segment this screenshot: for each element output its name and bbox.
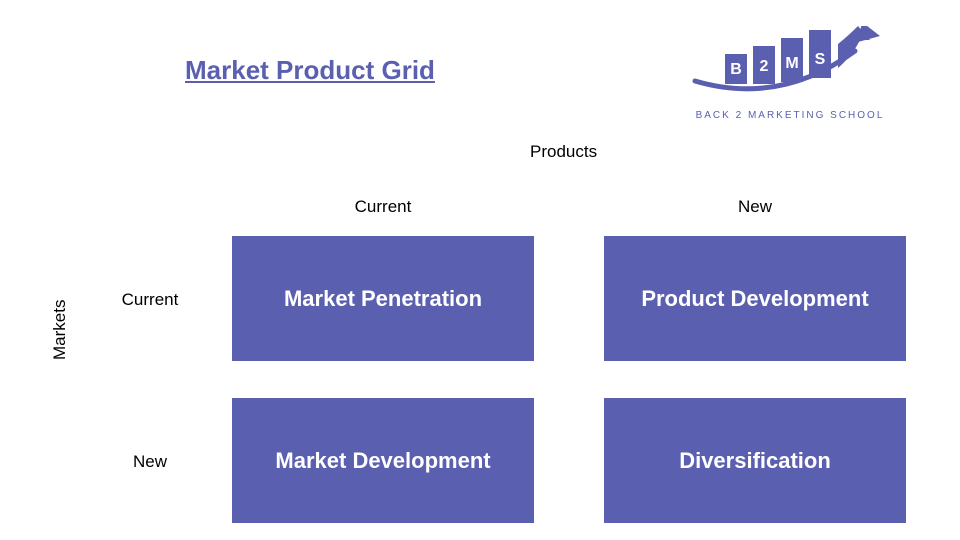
logo-tagline: BACK 2 MARKETING SCHOOL [696,110,885,121]
column-header-new: New [604,197,906,217]
logo-mark: B 2 M S [690,26,890,106]
y-axis-title: Markets [50,300,70,360]
slide-title: Market Product Grid [185,55,435,86]
logo-letter-2: 2 [760,58,769,75]
cell-product-development: Product Development [604,236,906,361]
slide-canvas: Market Product Grid B 2 M S BACK 2 MARKE… [0,0,960,540]
cell-diversification: Diversification [604,398,906,523]
logo-letter-4: S [815,51,826,68]
column-header-current: Current [232,197,534,217]
cell-market-penetration: Market Penetration [232,236,534,361]
row-header-current: Current [100,290,200,310]
logo-letter-1: B [730,61,742,78]
logo: B 2 M S BACK 2 MARKETING SCHOOL [680,18,900,128]
logo-letter-3: M [785,55,798,72]
x-axis-title: Products [530,142,597,162]
row-header-new: New [100,452,200,472]
cell-market-development: Market Development [232,398,534,523]
